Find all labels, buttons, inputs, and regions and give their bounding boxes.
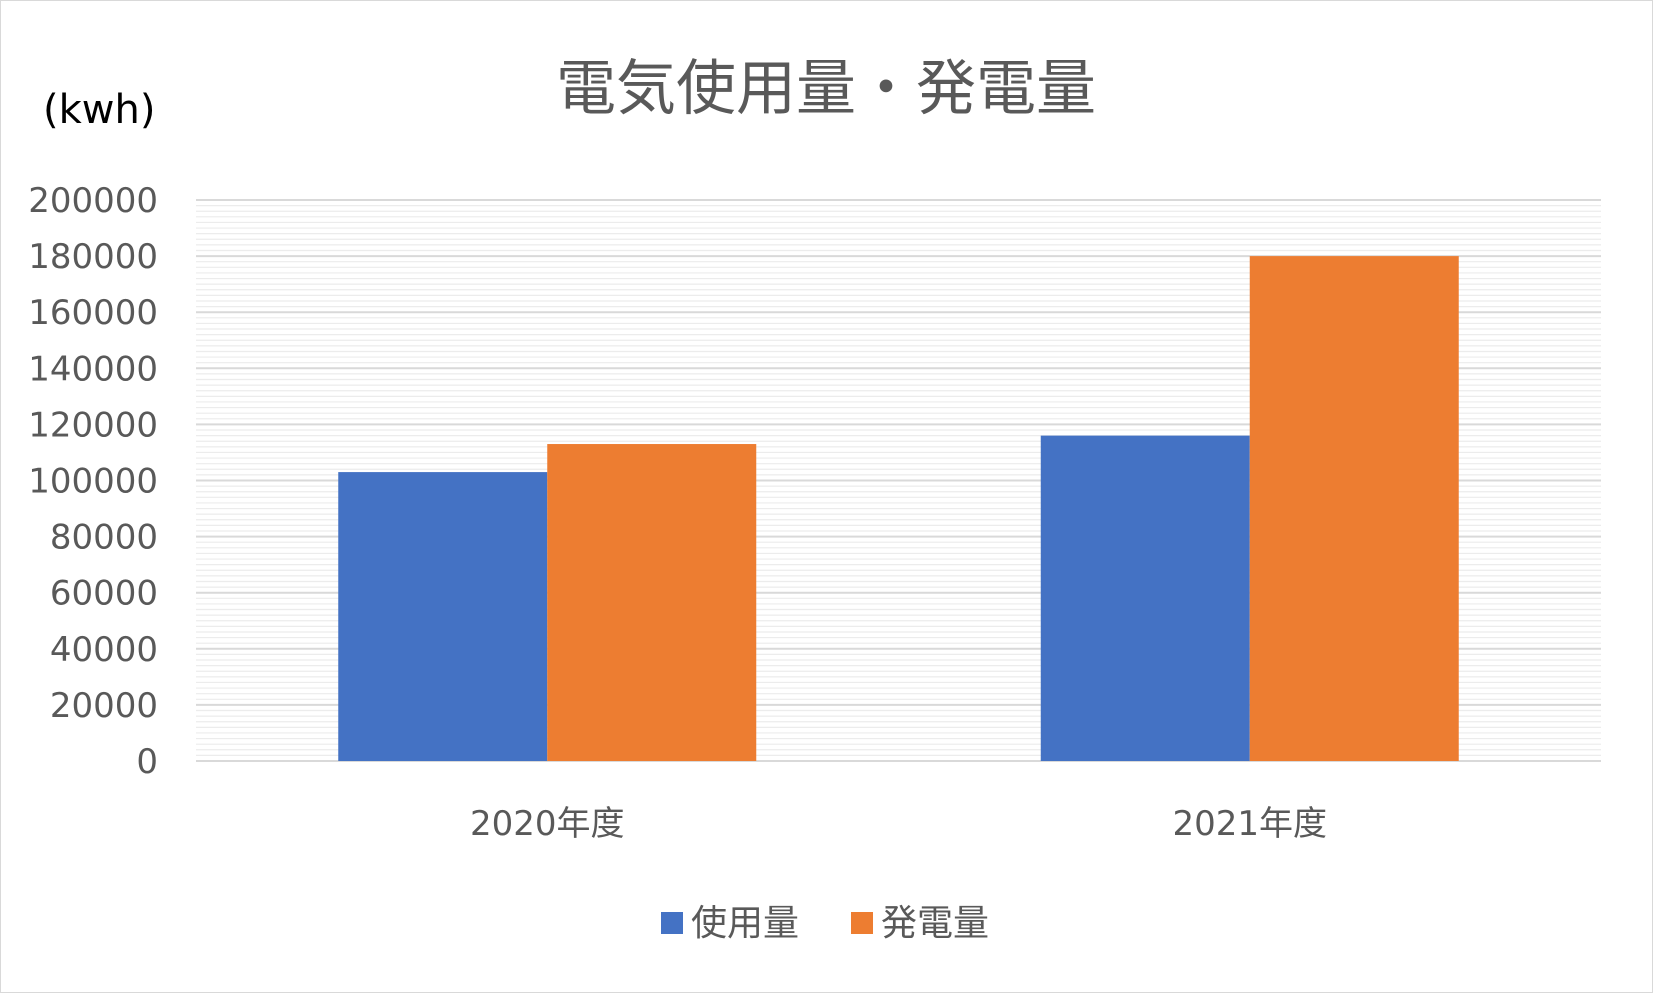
y-tick-label: 120000 <box>28 405 158 445</box>
y-tick-label: 20000 <box>50 686 158 726</box>
bars <box>338 256 1459 761</box>
y-tick-label: 180000 <box>28 237 158 277</box>
legend-swatch <box>851 912 873 934</box>
bar-発電量-2020年度 <box>547 444 757 761</box>
bar-使用量-2020年度 <box>338 472 548 761</box>
bar-発電量-2021年度 <box>1249 256 1459 761</box>
x-category-label: 2020年度 <box>470 804 625 844</box>
legend: 使用量 発電量 <box>661 903 989 944</box>
y-tick-label: 40000 <box>50 630 158 670</box>
legend-label: 使用量 <box>691 903 799 944</box>
y-axis-unit-label: (kwh) <box>43 87 155 133</box>
legend-label: 発電量 <box>881 903 989 944</box>
x-axis-labels: 2020年度 2021年度 <box>470 804 1327 844</box>
y-tick-label: 100000 <box>28 462 158 502</box>
bar-使用量-2021年度 <box>1040 435 1250 761</box>
y-tick-label: 140000 <box>28 349 158 389</box>
y-tick-label: 0 <box>136 742 158 782</box>
y-tick-label: 160000 <box>28 293 158 333</box>
chart-title: 電気使用量・発電量 <box>556 54 1096 124</box>
y-axis-ticks: 0 20000 40000 60000 80000 100000 120000 140000 1… <box>28 181 158 782</box>
x-category-label: 2021年度 <box>1172 804 1327 844</box>
y-tick-label: 60000 <box>50 574 158 614</box>
y-tick-label: 80000 <box>50 518 158 558</box>
y-tick-label: 200000 <box>28 181 158 221</box>
legend-swatch <box>661 912 683 934</box>
